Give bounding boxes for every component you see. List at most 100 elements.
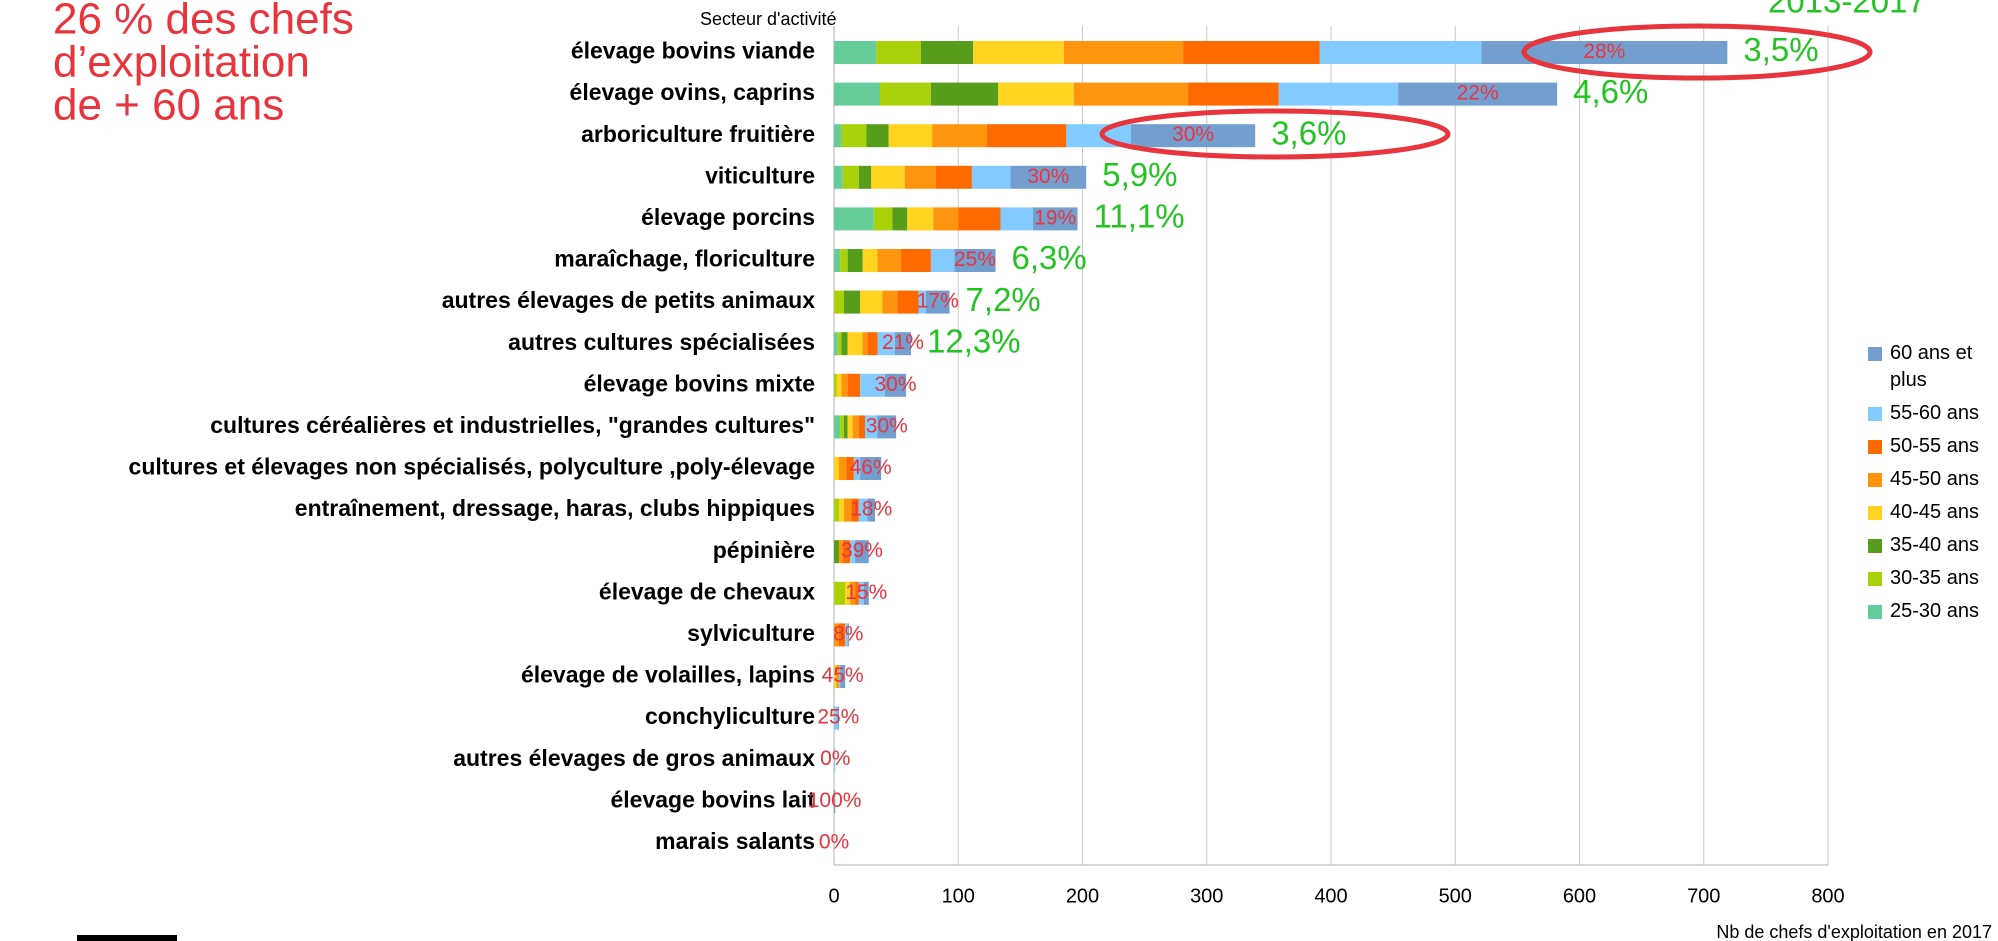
bar-segment <box>954 249 996 272</box>
bar-segment <box>851 498 859 522</box>
share-label: 30% <box>866 414 908 437</box>
bar-segment <box>847 332 863 356</box>
bar-segment <box>841 124 867 148</box>
bar-segment <box>907 207 934 231</box>
bar-segment <box>998 82 1074 106</box>
bar-segment <box>1398 82 1558 106</box>
y-tick-label: viticulture <box>705 162 815 188</box>
legend-label: 35-40 ans <box>1890 534 1979 556</box>
share-label: 21% <box>882 331 924 354</box>
bar-segment <box>933 207 959 231</box>
legend-item: 35-40 ans <box>1868 532 1996 559</box>
bar-segment <box>855 581 859 605</box>
chart-title: de + 60 ans <box>53 81 284 130</box>
share-label: 15% <box>845 581 887 604</box>
bar-segment <box>858 415 866 439</box>
bar-segment <box>834 415 841 439</box>
highlight-ellipse <box>1521 23 1873 81</box>
share-label: 46% <box>850 456 892 479</box>
bar-segment <box>834 332 838 356</box>
bar-segment <box>858 581 864 605</box>
plot: 0 100 200 300 400 500 600 700 800 élevage bovins … <box>129 26 1845 907</box>
y-tick-label: maraîchage, floriculture <box>554 246 815 272</box>
bar-segment <box>865 415 878 439</box>
bar-segment <box>852 415 859 439</box>
chart-title: d’exploitation <box>53 38 310 87</box>
bar-segment <box>1481 41 1728 64</box>
bar-segment <box>876 41 921 64</box>
legend-swatch <box>1868 440 1882 454</box>
share-label: 8% <box>833 622 863 645</box>
bar-segment <box>877 332 895 356</box>
bar-segment <box>879 82 931 106</box>
bar-segment <box>882 290 898 314</box>
bar-segment <box>901 249 931 272</box>
bar-segment <box>834 373 837 397</box>
period-label: 2013-2017 <box>1768 0 1926 20</box>
bar-segment <box>840 249 848 272</box>
growth-label: 12,3% <box>927 322 1021 359</box>
bar-segment <box>834 124 842 148</box>
bar-segment <box>840 415 844 439</box>
legend-swatch <box>1868 506 1882 520</box>
bar-segment <box>860 290 883 314</box>
y-tick-label: entraînement, dressage, haras, clubs hip… <box>295 495 815 521</box>
share-label: 25% <box>954 248 996 271</box>
bar-segment <box>834 457 839 480</box>
bar-segment <box>836 373 842 397</box>
chart-title: 26 % des chefs <box>53 0 354 44</box>
legend-item: 25-30 ans <box>1868 598 1996 625</box>
bar-segment <box>1319 41 1482 64</box>
bar-segment <box>850 581 856 605</box>
bar-segment <box>1130 124 1256 148</box>
growth-label: 3,6% <box>1271 114 1346 151</box>
x-tick-label: 100 <box>942 885 975 907</box>
bar-segment <box>1010 165 1087 189</box>
bar-segment <box>1073 82 1189 106</box>
bar-segment <box>867 498 876 522</box>
bar-segment <box>841 332 848 356</box>
bar-segment <box>834 748 836 772</box>
bar-segment <box>834 498 839 522</box>
bar-segment <box>840 665 846 688</box>
legend-item: 50-55 ans <box>1868 433 1996 460</box>
share-label: 30% <box>874 373 916 396</box>
legend-label: 50-55 ans <box>1890 435 1979 457</box>
y-tick-label: élevage de volailles, lapins <box>521 662 815 688</box>
bar-segment <box>858 165 872 189</box>
legend-swatch <box>1868 572 1882 586</box>
bar-segment <box>838 498 844 522</box>
y-tick-label: cultures céréalières et industrielles, "… <box>210 412 815 438</box>
legend-swatch <box>1868 605 1882 619</box>
bar-segment <box>866 124 889 148</box>
bar-segment <box>1183 41 1320 64</box>
share-label: 22% <box>1457 82 1499 105</box>
bar-segment <box>834 581 846 605</box>
bar-segment <box>884 373 907 397</box>
bar-segment <box>834 165 843 189</box>
bar-segment <box>834 789 836 813</box>
growth-label: 11,1% <box>1094 198 1185 235</box>
bar-segment <box>920 41 974 64</box>
bar-segment <box>1278 82 1399 106</box>
bar-segment <box>877 249 902 272</box>
bar-segment <box>845 623 848 647</box>
bar-segment <box>853 457 861 480</box>
bar-segment <box>846 457 854 480</box>
bar-segment <box>973 41 1064 64</box>
bar-segment <box>932 124 987 148</box>
bar-segment <box>834 665 837 688</box>
x-tick-label: 400 <box>1314 885 1347 907</box>
bar-segment <box>1000 207 1033 231</box>
legend-item: 45-50 ans <box>1868 466 1996 493</box>
bar-segment <box>860 457 882 480</box>
legend-swatch <box>1868 407 1882 421</box>
bar-segment <box>871 165 905 189</box>
y-tick-label: élevage porcins <box>641 204 815 230</box>
legend-item: 40-45 ans <box>1868 499 1996 526</box>
bar-segment <box>847 623 849 647</box>
share-label: 100% <box>808 789 862 812</box>
legend-label: 30-35 ans <box>1890 567 1979 589</box>
bar-segment <box>877 415 897 439</box>
